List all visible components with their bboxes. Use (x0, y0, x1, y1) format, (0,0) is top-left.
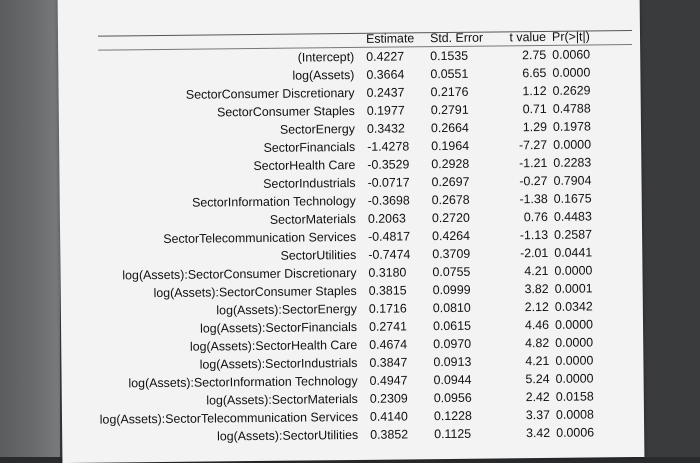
p-value-cell: 0.0000 (554, 263, 593, 278)
p-value-cell: 0.0342 (554, 299, 593, 314)
std-error-cell: 0.2678 (431, 192, 470, 208)
std-error-cell: 0.3709 (432, 246, 471, 262)
t-value-cell: 3.37 (525, 407, 551, 423)
estimate-cell: 0.4947 (369, 373, 408, 388)
t-value-cell: 3.42 (525, 425, 551, 441)
t-value-cell: -1.38 (519, 191, 548, 207)
p-value-cell: 0.0441 (554, 245, 593, 260)
std-error-cell: 0.1228 (433, 408, 472, 424)
p-value-cell: 0.0000 (554, 317, 594, 332)
coefficient-table: Estimate Std. Error t value Pr(>|t|) (In… (58, 28, 644, 447)
header-p-value: Pr(>|t|) (551, 29, 590, 44)
table-body: (Intercept) 0.4227 0.1535 2.75 0.0060 log(Ass… (58, 45, 644, 447)
p-value-cell: 0.0008 (555, 407, 594, 422)
estimate-cell: 0.3847 (369, 355, 408, 370)
estimate-cell: -0.7474 (368, 247, 411, 262)
p-value-cell: 0.1978 (552, 119, 591, 134)
header-estimate: Estimate (365, 31, 415, 46)
t-value-cell: -2.01 (519, 245, 549, 261)
estimate-cell: 0.3180 (368, 265, 407, 280)
t-value-cell: 5.24 (525, 371, 550, 387)
estimate-cell: 0.1977 (366, 103, 405, 118)
std-error-cell: 0.1964 (431, 138, 470, 154)
t-value-cell: 1.29 (522, 119, 548, 135)
estimate-cell: -0.3529 (367, 157, 410, 172)
t-value-cell: 2.75 (522, 47, 547, 63)
p-value-cell: 0.7904 (553, 173, 592, 188)
estimate-cell: 0.3852 (370, 427, 409, 442)
header-t-value: t value (509, 29, 547, 45)
t-value-cell: 1.12 (522, 83, 547, 99)
estimate-cell: 0.4674 (369, 337, 408, 352)
t-value-cell: -1.13 (519, 227, 549, 243)
estimate-cell: 0.3815 (368, 283, 407, 298)
t-value-cell: 2.42 (525, 389, 550, 405)
std-error-cell: 0.1535 (430, 48, 469, 64)
std-error-cell: 0.2720 (431, 210, 470, 226)
estimate-cell: 0.2741 (368, 319, 408, 334)
std-error-cell: 0.0810 (432, 300, 471, 316)
t-value-cell: 4.21 (525, 353, 550, 369)
p-value-cell: 0.2629 (552, 83, 591, 98)
p-value-cell: 0.0006 (556, 425, 595, 440)
p-value-cell: 0.4788 (552, 101, 591, 116)
p-value-cell: 0.0060 (552, 47, 591, 62)
p-value-cell: 0.0000 (553, 137, 592, 152)
row-label: log(Assets):SectorUtilities (216, 427, 359, 444)
p-value-cell: 0.1675 (553, 191, 592, 206)
t-value-cell: 0.71 (522, 101, 547, 117)
std-error-cell: 0.2664 (430, 120, 469, 136)
p-value-cell: 0.2283 (553, 155, 592, 170)
t-value-cell: -7.27 (518, 137, 548, 153)
std-error-cell: 0.4264 (432, 228, 471, 244)
estimate-cell: -0.4817 (368, 229, 411, 244)
t-value-cell: 4.21 (524, 263, 549, 279)
std-error-cell: 0.2791 (430, 102, 469, 118)
p-value-cell: 0.0000 (555, 353, 594, 368)
estimate-cell: 0.2437 (366, 85, 405, 100)
std-error-cell: 0.2176 (430, 84, 469, 100)
p-value-cell: 0.0000 (555, 335, 594, 350)
std-error-cell: 0.2697 (431, 174, 470, 190)
background-edge (0, 0, 60, 463)
p-value-cell: 0.0158 (555, 389, 594, 404)
estimate-cell: 0.4227 (366, 49, 405, 64)
estimate-cell: 0.2063 (367, 211, 406, 226)
std-error-cell: 0.0999 (432, 282, 471, 298)
t-value-cell: 0.76 (523, 209, 548, 225)
t-value-cell: 6.65 (522, 65, 547, 81)
t-value-cell: 3.82 (524, 281, 549, 297)
estimate-cell: 0.3432 (366, 121, 405, 136)
std-error-cell: 0.0551 (430, 66, 469, 82)
std-error-cell: 0.2928 (431, 156, 470, 172)
regression-table-screen: Estimate Std. Error t value Pr(>|t|) (In… (57, 0, 645, 463)
std-error-cell: 0.1125 (434, 426, 472, 442)
t-value-cell: 4.82 (525, 335, 550, 351)
std-error-cell: 0.0615 (432, 318, 472, 334)
t-value-cell: 2.12 (524, 299, 549, 315)
estimate-cell: 0.1716 (368, 301, 407, 316)
std-error-cell: 0.0913 (433, 354, 472, 370)
std-error-cell: 0.0956 (433, 390, 472, 406)
estimate-cell: 0.2309 (369, 391, 408, 406)
p-value-cell: 0.0000 (552, 65, 591, 80)
t-value-cell: -0.27 (519, 173, 548, 189)
header-std-error: Std. Error (429, 30, 484, 46)
std-error-cell: 0.0944 (433, 372, 472, 388)
estimate-cell: 0.3664 (366, 67, 405, 82)
std-error-cell: 0.0755 (432, 264, 471, 280)
t-value-cell: 4.46 (524, 317, 550, 333)
p-value-cell: 0.0000 (555, 371, 594, 386)
estimate-cell: 0.4140 (369, 409, 408, 424)
p-value-cell: 0.2587 (554, 227, 593, 242)
t-value-cell: -1.21 (519, 155, 548, 171)
std-error-cell: 0.0970 (433, 336, 472, 352)
estimate-cell: -1.4278 (367, 139, 410, 154)
estimate-cell: -0.0717 (367, 175, 410, 190)
p-value-cell: 0.0001 (554, 281, 593, 296)
estimate-cell: -0.3698 (367, 193, 410, 208)
p-value-cell: 0.4483 (553, 209, 592, 224)
